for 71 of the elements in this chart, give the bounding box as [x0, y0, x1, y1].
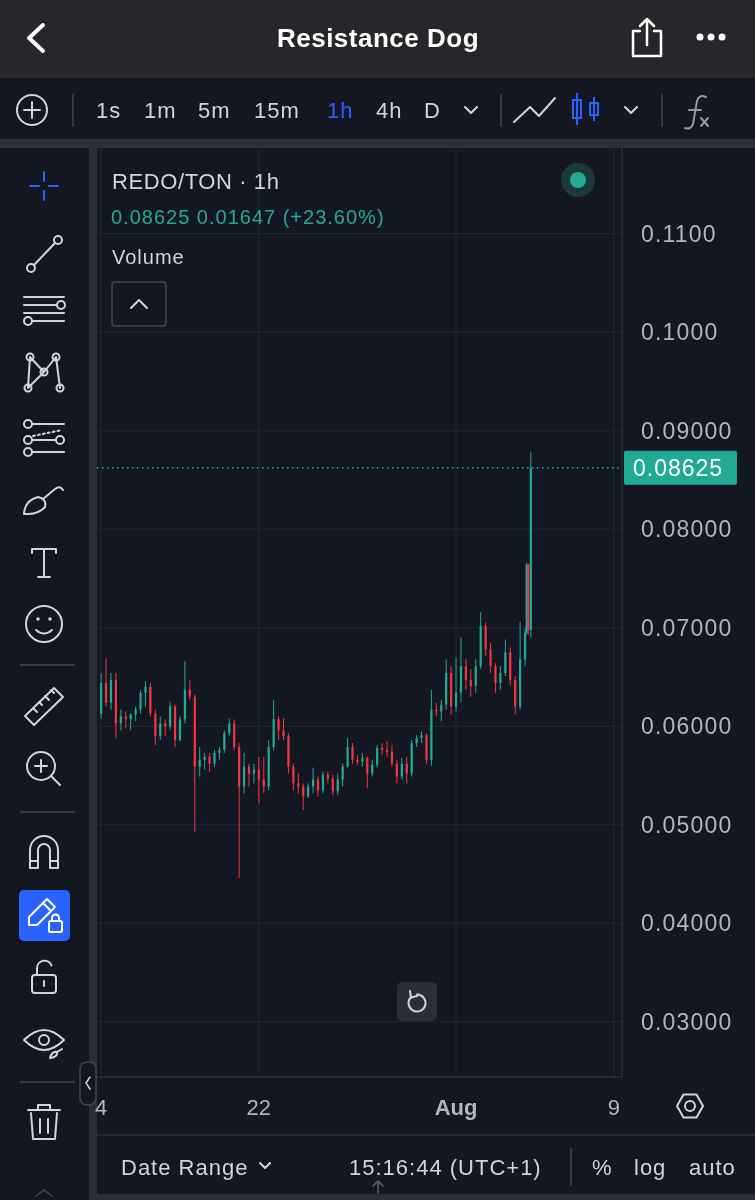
- text: REDO/TON · 1h: [112, 168, 280, 194]
- y-tick-label: 0.06000: [641, 713, 733, 740]
- y-tick-label: 0.03000: [641, 1008, 733, 1035]
- candlestick: [395, 759, 398, 784]
- candlestick: [380, 742, 384, 756]
- candlestick: [494, 662, 497, 694]
- y-tick-label: 0.04000: [641, 910, 733, 937]
- text: log: [634, 1154, 667, 1180]
- y-tick-label: 0.1000: [641, 319, 719, 346]
- candlestick: [178, 715, 182, 742]
- candlestick: [331, 774, 334, 796]
- y-tick-label: 0.07000: [641, 614, 733, 641]
- candlestick: [233, 718, 236, 751]
- candlestick: [277, 715, 280, 741]
- candlestick: [302, 782, 305, 811]
- candlestick: [469, 668, 472, 698]
- text: 15m: [254, 97, 300, 123]
- y-tick-label: 0.05000: [641, 811, 733, 838]
- candlestick: [109, 672, 113, 711]
- candlestick: [282, 717, 285, 741]
- text: auto: [689, 1154, 736, 1180]
- candlestick: [316, 776, 320, 797]
- text: 15:16:44 (UTC+1): [349, 1154, 542, 1180]
- text: %: [592, 1154, 613, 1180]
- candlestick: [139, 689, 142, 714]
- candlestick: [336, 773, 339, 796]
- text: D: [424, 97, 441, 123]
- candlestick: [247, 763, 251, 787]
- text: 1m: [144, 97, 177, 123]
- candlestick: [376, 744, 379, 769]
- x-tick-label: 9: [607, 1094, 620, 1120]
- candlestick: [504, 639, 507, 677]
- chart-title: Resistance Dog: [276, 23, 480, 53]
- candlestick: [390, 744, 394, 768]
- candlestick: [351, 742, 354, 765]
- candlestick: [198, 746, 201, 778]
- text: 5m: [198, 97, 231, 123]
- candlestick: [464, 658, 467, 691]
- y-tick-label: 0.1100: [641, 220, 717, 247]
- candlestick: [400, 757, 403, 780]
- candlestick: [385, 740, 389, 758]
- candlestick: [474, 658, 477, 694]
- x-tick-label: 4: [94, 1094, 108, 1120]
- text: Date Range: [121, 1154, 249, 1180]
- candlestick: [454, 656, 458, 713]
- candlestick: [346, 737, 349, 769]
- text: 1h: [327, 97, 354, 123]
- y-tick-label: 0.09000: [641, 417, 733, 444]
- candlestick: [366, 756, 369, 789]
- candlestick: [104, 657, 108, 708]
- candlestick: [262, 756, 265, 794]
- candlestick: [489, 642, 492, 674]
- x-tick-label: 22: [246, 1094, 272, 1120]
- candlestick: [440, 699, 443, 722]
- candlestick: [159, 715, 162, 741]
- candlestick: [405, 756, 408, 784]
- candlestick: [208, 752, 211, 773]
- x-tick-label: Aug: [434, 1094, 478, 1120]
- annotation: Volume: [112, 246, 185, 268]
- y-tick-label: 0.08000: [641, 516, 733, 543]
- candlestick: [311, 767, 315, 794]
- candlestick: [119, 709, 122, 731]
- candlestick: [144, 680, 147, 708]
- candlestick: [499, 665, 502, 691]
- text: 1s: [96, 97, 122, 123]
- candlestick: [188, 679, 191, 701]
- ref-line-label: 0.08625: [633, 454, 724, 481]
- text: 4h: [376, 97, 403, 123]
- candlestick: [223, 729, 226, 754]
- annotation: 0.08625 0.01647 (+23.60%): [111, 206, 385, 228]
- candlestick: [154, 709, 157, 746]
